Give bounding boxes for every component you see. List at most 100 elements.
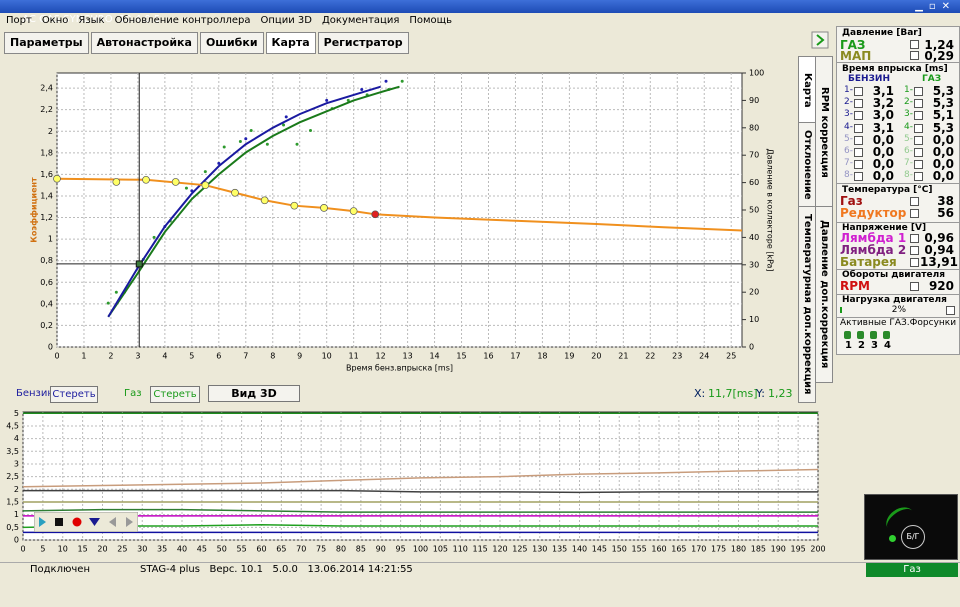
y-tick-label: 0,4 [40,299,53,308]
refresh-icon[interactable] [810,30,830,50]
value: 0,0 [932,132,954,147]
menu-item[interactable]: Порт [6,15,32,26]
petrol-clear-button[interactable]: Стереть [50,386,98,403]
data-point [284,115,288,119]
menu-item[interactable]: Помощь [409,15,452,26]
view-3d-button[interactable]: Вид 3D [208,385,300,402]
injector-number: 1 [845,340,852,351]
y-tick-label: 2 [14,485,19,494]
x-tick-label: 170 [691,545,706,554]
side-tab[interactable]: Карта [798,56,816,124]
back-button[interactable] [109,517,116,527]
y-tick-label: 2,2 [40,105,53,114]
side-tab[interactable]: Отклонение [798,122,816,208]
y-tick-label: 0 [14,536,19,545]
marker [260,196,269,205]
marker-button[interactable] [89,518,100,526]
checkbox[interactable] [910,282,919,291]
tab[interactable]: Параметры [4,32,89,54]
menu-item[interactable]: Документация [321,15,400,26]
menu-item[interactable]: Язык [78,15,105,26]
checkbox[interactable] [914,87,923,96]
checkbox[interactable] [914,148,923,157]
marker [53,174,61,183]
checkbox[interactable] [914,99,923,109]
menu-item[interactable]: Опции 3D [260,15,312,26]
switch-button[interactable]: Б/Г [901,525,925,549]
x-tick-label: 125 [512,545,527,554]
stop-button[interactable] [55,518,63,526]
checkbox[interactable] [914,111,923,121]
checkbox[interactable] [910,234,919,243]
checkbox[interactable] [854,160,863,170]
app-window: AC GAS SYNCHRO 10.4.0.5 ▁▫✕ Порт Окно Язык… [0,0,960,577]
forward-button[interactable] [126,517,133,527]
y-tick-label: 5 [14,409,19,418]
group-title: Время впрыска [ms] [842,64,948,74]
tab[interactable]: Карта [265,32,316,54]
window-controls[interactable]: ▁▫✕ [915,1,956,12]
data-point [184,186,188,190]
x-tick-label: 145 [592,545,607,554]
data-point [282,123,286,127]
checkbox[interactable] [854,148,863,157]
record-button[interactable] [72,517,82,527]
row-label: 7- [904,158,913,169]
checkbox[interactable] [854,123,863,133]
checkbox[interactable] [854,87,863,96]
y2-tick-label: 80 [749,123,759,132]
row-label: 1- [844,85,853,95]
checkbox[interactable] [914,172,923,182]
side-tab[interactable]: RPM коррекция [815,56,833,208]
checkbox[interactable] [910,258,919,267]
checkbox[interactable] [910,209,919,218]
marker [349,207,358,215]
checkbox[interactable] [910,40,919,49]
x-tick-label: 80 [336,545,346,554]
group-title: Температура [°C] [842,185,933,195]
value: 0,0 [932,145,954,159]
injector-icon [883,331,890,339]
checkbox[interactable] [910,197,919,206]
tab-bar: Параметры Автонастройка Ошибки Карта Регистр… [4,32,409,54]
checkbox[interactable] [854,111,863,121]
value: 5,1 [932,108,954,123]
checkbox[interactable] [910,51,919,60]
play-button[interactable] [39,517,46,527]
side-tab[interactable]: Температурная доп.коррекция [798,206,816,403]
map-controls: Бензин Стереть Газ Стереть Вид 3D X: 11,… [0,384,795,404]
fuel-switch: Б/Г [864,494,958,560]
injector-icon [857,331,864,339]
x-tick-label: 50 [217,545,227,554]
checkbox[interactable] [914,160,923,170]
label: Батарея [840,255,897,269]
series-line [22,468,819,488]
checkbox[interactable] [910,246,919,255]
y-tick-label: 1 [14,510,19,519]
data-point [217,161,221,165]
checkbox[interactable] [854,172,863,182]
label: ГАЗ [840,38,866,52]
x-tick-label: 10 [58,545,68,554]
cursor-x-label: X: [694,387,706,400]
checkbox[interactable] [854,99,863,109]
tab[interactable]: Регистратор [317,32,409,54]
gas-clear-button[interactable]: Стереть [150,386,200,403]
data-point [360,87,364,91]
side-tab[interactable]: Давление доп.коррекция [815,206,833,383]
map-chart: 00,20,40,60,811,21,41,61,822,22,40 1 2 3 4 5 6… [30,69,775,373]
menu-item[interactable]: Обновление контроллера [114,15,251,26]
checkbox[interactable] [914,135,923,145]
row-label: 7- [844,158,853,169]
tab[interactable]: Ошибки [199,32,264,54]
checkbox[interactable] [946,306,955,315]
x-tick-label: 105 [433,545,448,554]
checkbox[interactable] [914,123,923,133]
marker [142,175,150,184]
checkbox[interactable] [854,135,863,145]
x-tick-label: 115 [472,545,487,554]
data-point [238,140,242,143]
menu-item[interactable]: Окно [41,15,69,26]
tab[interactable]: Автонастройка [90,32,198,54]
load-bar [840,307,842,313]
